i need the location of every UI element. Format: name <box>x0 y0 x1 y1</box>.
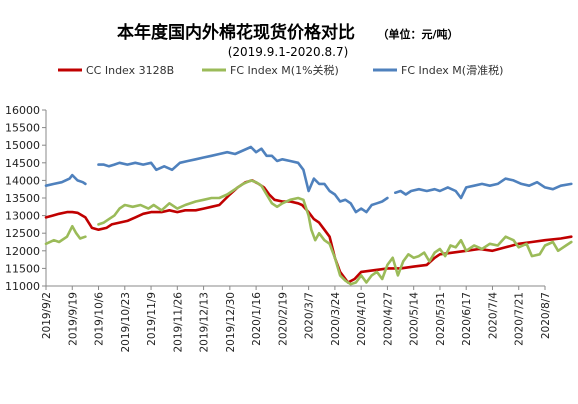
x-tick-label: 2019/12/13 <box>199 292 211 353</box>
y-tick-label: 12000 <box>5 245 40 258</box>
x-tick-label: 2020/1/16 <box>251 292 263 346</box>
x-tick-label: 2020/4/27 <box>382 292 394 346</box>
series-line-2 <box>44 145 573 214</box>
x-tick-label: 2019/9/2 <box>41 292 53 339</box>
x-tick-label: 2020/5/31 <box>435 292 447 346</box>
legend-label-2: FC Index M(滑准税) <box>401 63 503 77</box>
plot-area: 11000 11500 12000 12500 13000 13500 14000 14500… <box>5 104 573 353</box>
x-tick-label: 2020/2/19 <box>277 292 289 346</box>
x-tick-label: 2019/12/30 <box>225 292 237 353</box>
series-line-1 <box>44 179 573 286</box>
chart-title: 本年度国内外棉花现货价格对比 <box>117 22 355 43</box>
y-tick-label: 13000 <box>5 210 40 223</box>
x-tick-label: 2020/5/14 <box>409 292 421 346</box>
x-tick-label: 2019/11/9 <box>146 292 158 346</box>
legend-label-0: CC Index 3128B <box>86 64 174 77</box>
y-tick-label: 15500 <box>5 122 40 135</box>
y-tick-label: 14000 <box>5 174 40 187</box>
x-tick-label: 2019/9/19 <box>67 292 79 346</box>
x-tick-label: 2019/10/6 <box>94 292 106 346</box>
x-tick-label: 2020/3/24 <box>330 292 342 346</box>
x-tick-label: 2019/11/26 <box>172 292 184 353</box>
y-tick-label: 11000 <box>5 280 40 293</box>
y-tick-label: 16000 <box>5 104 40 117</box>
y-tick-label: 11500 <box>5 262 40 275</box>
legend-label-1: FC Index M(1%关税) <box>230 63 339 77</box>
series-line-0 <box>44 179 573 284</box>
x-tick-label: 2019/10/23 <box>120 292 132 353</box>
y-tick-label: 13500 <box>5 192 40 205</box>
x-tick-label: 2020/4/10 <box>356 292 368 346</box>
x-tick-label: 2020/7/4 <box>487 292 499 339</box>
y-tick-label: 12500 <box>5 227 40 240</box>
chart-legend: CC Index 3128B FC Index M(1%关税) FC Index M… <box>58 63 503 77</box>
chart-subtitle: (2019.9.1-2020.8.7) <box>228 45 349 59</box>
chart-unit-label: （单位：元/吨） <box>377 27 458 41</box>
x-tick-label: 2020/3/7 <box>304 292 316 339</box>
x-tick-label: 2020/7/21 <box>514 292 526 346</box>
y-tick-label: 15000 <box>5 139 40 152</box>
y-tick-label: 14500 <box>5 157 40 170</box>
x-tick-label: 2020/6/17 <box>461 292 473 346</box>
x-tick-label: 2020/8/7 <box>540 292 552 339</box>
